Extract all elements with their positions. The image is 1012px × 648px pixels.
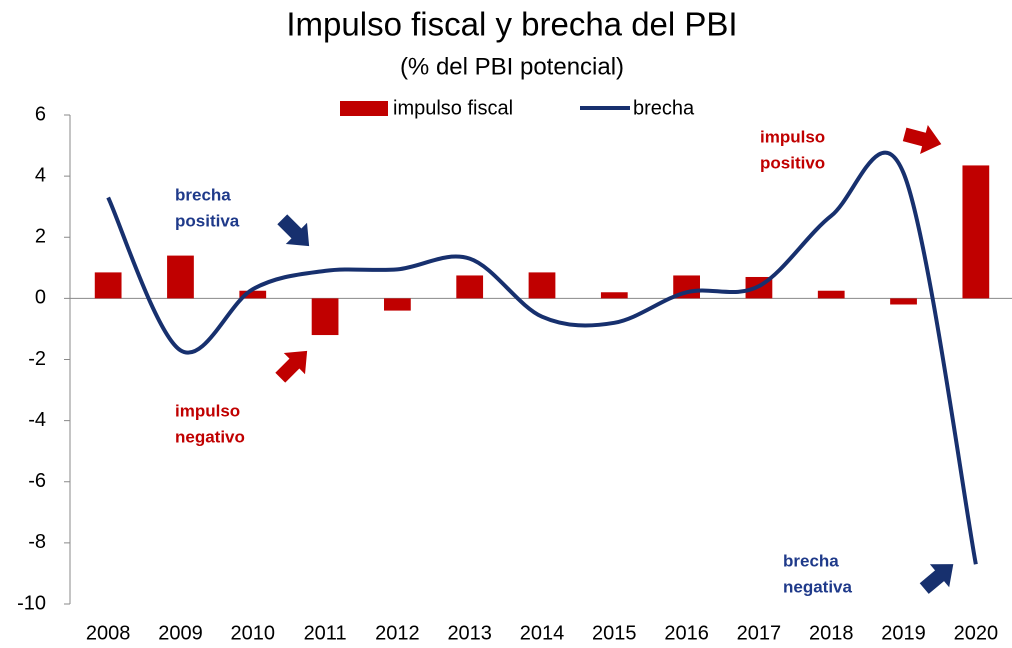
- bar: [962, 165, 990, 299]
- bar: [456, 275, 484, 299]
- annotation: negativa: [783, 577, 853, 596]
- y-tick-label: -10: [17, 592, 46, 614]
- arrows: [275, 125, 954, 594]
- annotation: brecha: [175, 185, 231, 204]
- x-tick-label: 2008: [86, 622, 131, 644]
- y-tick-label: 4: [35, 164, 46, 186]
- annotation: impulso: [175, 401, 240, 420]
- line: [106, 150, 978, 565]
- y-tick-label: 0: [35, 287, 46, 309]
- y-tick-label: -8: [28, 531, 46, 553]
- bar: [384, 298, 411, 311]
- x-tick-label: 2015: [592, 622, 637, 644]
- bar: [890, 298, 917, 305]
- x-tick-label: 2012: [375, 622, 420, 644]
- legend-label: brecha: [633, 97, 695, 119]
- y-tick-label: -4: [28, 409, 46, 431]
- x-tick-label: 2013: [447, 622, 492, 644]
- x-tick-label: 2017: [737, 622, 782, 644]
- x-tick-label: 2019: [881, 622, 926, 644]
- arrow: [919, 564, 954, 594]
- arrow: [902, 125, 942, 155]
- x-tick-label: 2016: [664, 622, 709, 644]
- bar: [94, 272, 122, 299]
- x-tick-label: 2020: [954, 622, 999, 644]
- y-tick-label: -2: [28, 348, 46, 370]
- bar: [167, 255, 194, 299]
- x-tick-label: 2010: [231, 622, 276, 644]
- annotation: brecha: [783, 551, 839, 570]
- bar: [817, 290, 845, 299]
- arrow: [275, 350, 308, 383]
- legend-swatch: [340, 101, 388, 116]
- arrow: [277, 214, 310, 247]
- y-tick-label: 2: [35, 226, 46, 248]
- chart-subtitle: (% del PBI potencial): [400, 53, 624, 80]
- x-tick-label: 2014: [520, 622, 565, 644]
- annotation: negativo: [175, 427, 245, 446]
- bar: [311, 298, 339, 336]
- annotation: impulso: [760, 127, 825, 146]
- bar: [600, 292, 628, 299]
- annotation: positivo: [760, 153, 825, 172]
- bar: [528, 272, 556, 299]
- y-tick-label: 6: [35, 103, 46, 125]
- x-tick-label: 2009: [158, 622, 203, 644]
- chart-title: Impulso fiscal y brecha del PBI: [286, 6, 737, 43]
- legend-label: impulso fiscal: [393, 97, 513, 119]
- x-tick-label: 2011: [304, 622, 347, 644]
- x-tick-label: 2018: [809, 622, 854, 644]
- annotation: positiva: [175, 211, 240, 230]
- bar: [239, 290, 267, 299]
- y-tick-label: -6: [28, 470, 46, 492]
